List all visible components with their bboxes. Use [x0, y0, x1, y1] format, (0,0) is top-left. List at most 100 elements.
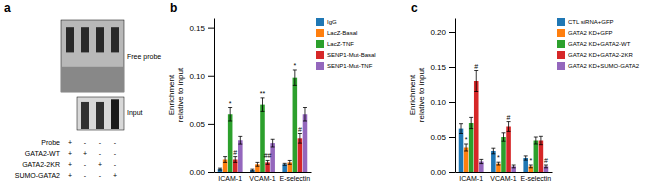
y-axis-label: Enrichmentrelative to input [408, 67, 426, 122]
y-axis-label-line: relative to input [417, 67, 426, 122]
annotation: ## [264, 152, 272, 159]
error-bar [250, 169, 254, 171]
gel-top [61, 20, 124, 92]
row-label: GATA2-2KR [22, 161, 60, 168]
legend-swatch [557, 51, 565, 59]
gel-band [111, 99, 119, 129]
table-cell: - [114, 161, 117, 168]
gel-band [81, 27, 89, 52]
plot: ****####0.000.050.100.15ICAM-1VCAM-1E-se… [167, 18, 376, 182]
annotations: ****#### [229, 62, 302, 159]
x-axis: ICAM-1 VCAM-1E-selectin [456, 173, 553, 182]
error-bar [283, 163, 287, 165]
axis-line [456, 172, 553, 173]
table-cell: - [84, 139, 87, 146]
table-cell: + [68, 172, 72, 179]
bar [238, 140, 243, 172]
legend-label: IgG [327, 19, 337, 25]
bar [282, 164, 287, 172]
gel-smear [61, 67, 124, 92]
error-bar [512, 165, 516, 168]
annotations: ***### [465, 63, 548, 165]
legend-label: SENP1-Mut-Basal [327, 52, 376, 58]
plot: ***###0.000.050.100.150.20ICAM-1VCAM-1E-… [408, 18, 640, 182]
x-axis: ICAM-1VCAM-1E-selectin [215, 173, 312, 182]
error-bar [293, 70, 297, 85]
error-bar [271, 139, 275, 147]
y-axis-label-line: Enrichment [408, 74, 417, 115]
gel-panel: aFree probeInputProbeGATA2-WTGATA2-2KRSU… [4, 1, 161, 179]
row-label: GATA2-WT [25, 150, 61, 157]
annotation: ** [260, 90, 266, 97]
gel-band [96, 27, 104, 52]
bar [218, 169, 223, 172]
annotation: # [298, 126, 302, 133]
legend-item: GATA2 KD+SUMO-GATA2 [557, 62, 640, 70]
legend-swatch [557, 40, 565, 48]
annotation: * [293, 62, 296, 69]
bar [303, 114, 308, 172]
table-cell: + [83, 150, 87, 157]
tick-label: E-selectin [520, 175, 551, 182]
tick-mark [449, 67, 455, 68]
axis-line [455, 19, 456, 173]
tick: 0.00 [430, 168, 455, 177]
legend-label: CTL siRNA+GFP [568, 19, 614, 25]
tick: E-selectin [520, 175, 551, 182]
panel-title: b [170, 1, 177, 15]
tick-mark [449, 137, 455, 138]
error-bar [228, 108, 232, 121]
error-bar [218, 168, 222, 170]
legend-item: GATA2 KD+GATA2-WT [557, 40, 631, 48]
tick-label: 0.05 [189, 120, 205, 129]
error-bar [502, 133, 506, 141]
legend-item: GATA2 KD+GATA2-2KR [557, 51, 633, 59]
error-bar [539, 136, 543, 144]
tick: 0.05 [430, 133, 455, 142]
gel-annotation: Free probe [127, 53, 161, 61]
tick-label: ICAM-1 [218, 175, 242, 182]
legend-item: LacZ-Basal [316, 29, 357, 37]
table-cell: + [68, 150, 72, 157]
bar [469, 123, 474, 172]
tick-label: 0.20 [430, 28, 446, 37]
error-bar [544, 165, 548, 168]
gel-band [111, 27, 119, 52]
bar [260, 105, 265, 172]
legend: CTL siRNA+GFPGATA2 KD+GFPGATA2 KD+GATA2-… [557, 18, 640, 70]
tick-mark [449, 102, 455, 103]
error-bar [524, 156, 528, 160]
marks [218, 70, 308, 172]
tick-mark [449, 32, 455, 33]
error-bar [534, 137, 538, 144]
error-bar [223, 157, 227, 163]
table-cell: - [99, 172, 102, 179]
annotation: # [233, 149, 237, 156]
error-bar [238, 136, 242, 144]
bar [506, 127, 511, 173]
tick: 0.00 [189, 168, 214, 177]
gel-annotation: Input [127, 109, 143, 117]
y-axis-label: Enrichmentrelative to input [167, 67, 185, 122]
tick-label: VCAM-1 [249, 175, 276, 182]
tick-mark [208, 28, 214, 29]
legend-label: SENP1-Mut-TNF [327, 63, 373, 69]
legend-swatch [316, 62, 324, 70]
y-axis: 0.000.050.100.15 [189, 19, 214, 178]
legend-label: LacZ-TNF [327, 41, 354, 47]
table-cell: - [114, 150, 117, 157]
bar [474, 81, 479, 172]
row-label: SUMO-GATA2 [15, 172, 60, 179]
annotation: # [507, 114, 511, 121]
legend-swatch [316, 51, 324, 59]
error-bar [233, 157, 237, 163]
tick-label: 0.00 [189, 168, 205, 177]
bar [228, 114, 233, 172]
tick-label: VCAM-1 [490, 175, 517, 182]
legend-item: CTL siRNA+GFP [557, 18, 614, 26]
error-bar [474, 71, 478, 92]
bar-panel: ****####0.000.050.100.15ICAM-1VCAM-1E-se… [167, 1, 376, 182]
tick-mark [208, 124, 214, 125]
tick-label: 0.15 [430, 63, 446, 72]
tick-label: ICAM-1 [459, 175, 483, 182]
